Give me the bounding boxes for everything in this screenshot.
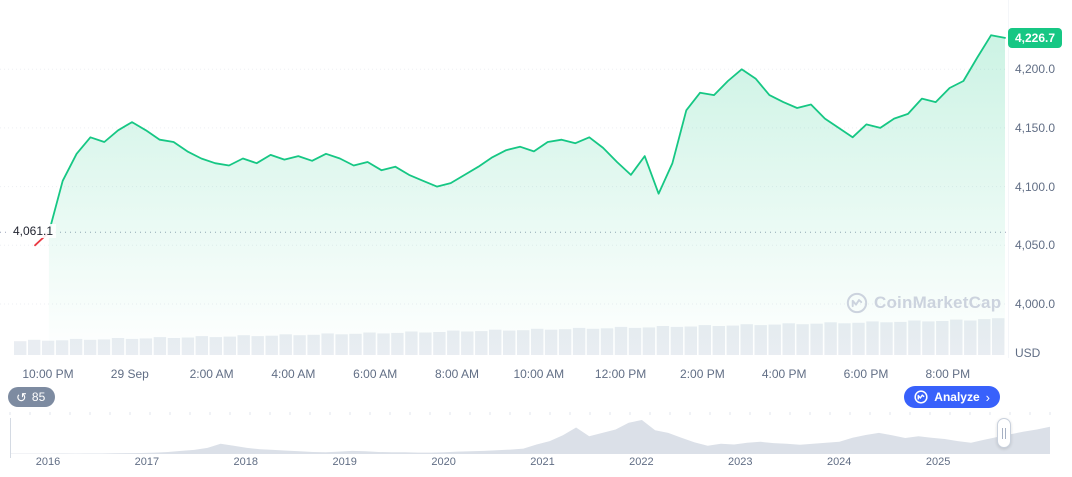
price-chart-area: 4,061.1 CoinMarketCap USD 4,200.0 4,150.0… xyxy=(0,0,1072,360)
volume-bar xyxy=(14,341,27,355)
x-axis-tick-label: 4:00 AM xyxy=(271,367,316,381)
annotations-count-badge[interactable]: ↺ 85 xyxy=(8,387,56,407)
timeline-area xyxy=(10,420,1050,454)
price-line-up-segment xyxy=(48,34,1006,234)
timeline-year-label: 2024 xyxy=(826,456,852,468)
timeline-scrub-handle[interactable] xyxy=(997,418,1011,448)
timeline-year-axis: 2016 2017 2018 2019 2020 2021 2022 2023 2024 2025 xyxy=(0,456,1072,472)
timeline-year-label: 2023 xyxy=(728,456,753,468)
x-axis-tick-label: 10:00 AM xyxy=(513,367,565,381)
price-area-fill xyxy=(48,35,1005,356)
timeline-year-label: 2025 xyxy=(925,456,951,468)
timeline-year-label: 2019 xyxy=(332,456,357,468)
x-axis-tick-label: 10:00 PM xyxy=(22,367,74,381)
x-axis-tick-label: 2:00 PM xyxy=(680,367,725,381)
history-icon: ↺ xyxy=(16,389,27,405)
annotations-count-label: 85 xyxy=(31,390,46,404)
x-axis-tick-label: 4:00 PM xyxy=(761,367,807,381)
analyze-label: Analyze xyxy=(934,390,980,404)
watermark-text: CoinMarketCap xyxy=(874,293,1002,312)
analyze-button[interactable]: Analyze › xyxy=(904,386,1000,408)
x-axis-tick-label: 6:00 PM xyxy=(843,367,889,381)
x-axis-tick-label: 2:00 AM xyxy=(189,367,234,381)
y-axis-tick-label: 4,150.0 xyxy=(1015,120,1056,135)
x-axis-tick-label: 6:00 AM xyxy=(353,367,398,381)
open-price-label: 4,061.1 xyxy=(10,224,57,239)
y-axis-tick-label: 4,200.0 xyxy=(1015,62,1056,77)
timeline-year-label: 2022 xyxy=(629,456,654,468)
y-axis-tick-label: 4,050.0 xyxy=(1015,238,1056,253)
x-axis-tick-label: 8:00 PM xyxy=(925,367,971,381)
y-axis-tick-label: 4,000.0 xyxy=(1015,297,1056,311)
chart-controls-row: ↺ 85 Analyze › xyxy=(0,384,1072,410)
timeline-range-selector[interactable] xyxy=(0,412,1072,456)
timeline-range-start-handle[interactable] xyxy=(10,418,11,458)
price-chart-canvas[interactable] xyxy=(0,0,1010,358)
x-axis-tick-label: 12:00 PM xyxy=(594,367,647,381)
y-axis-unit-label: USD xyxy=(1015,346,1041,360)
timeline: 2016 2017 2018 2019 2020 2021 2022 2023 2024 2025 xyxy=(0,410,1072,477)
y-axis: USD 4,200.0 4,150.0 4,100.0 4,050.0 4,000.0 xyxy=(1008,0,1072,360)
chevron-right-icon: › xyxy=(985,389,990,405)
timeline-year-label: 2020 xyxy=(431,456,456,468)
y-axis-tick-label: 4,100.0 xyxy=(1015,179,1056,194)
x-axis: 10:00 PM 29 Sep 2:00 AM 4:00 AM 6:00 AM 8:00 … xyxy=(0,358,1010,384)
timeline-year-label: 2021 xyxy=(530,456,555,468)
x-axis-tick-label: 29 Sep xyxy=(110,367,149,381)
timeline-year-label: 2017 xyxy=(134,456,160,468)
cmc-logo-icon xyxy=(914,390,928,404)
coinmarketcap-watermark: CoinMarketCap xyxy=(846,292,1001,314)
x-axis-tick-label: 8:00 AM xyxy=(434,367,480,381)
timeline-year-label: 2018 xyxy=(233,456,259,468)
current-price-badge: 4,226.7 xyxy=(1008,27,1063,48)
timeline-year-label: 2016 xyxy=(35,456,61,468)
coinmarketcap-logo-icon xyxy=(846,292,868,314)
volume-bar xyxy=(28,339,41,355)
